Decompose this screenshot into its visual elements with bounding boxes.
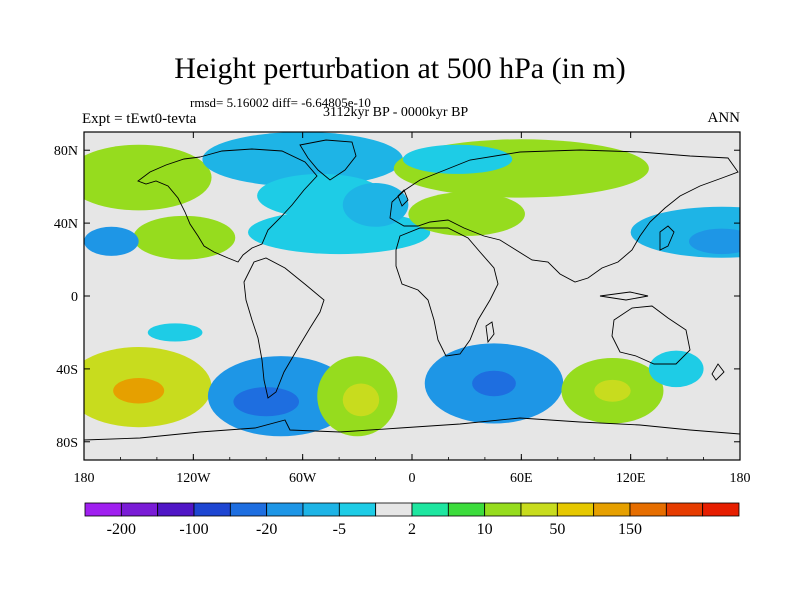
colorbar-label: 10 xyxy=(477,521,493,538)
lat-label: 40N xyxy=(54,217,78,232)
anomaly-region-6 xyxy=(342,383,380,417)
colorbar-box-17 xyxy=(665,502,704,517)
colorbar-box-7 xyxy=(302,502,340,517)
period-label: 3112kyr BP - 0000kyr BP xyxy=(323,105,469,120)
anomaly-region-4 xyxy=(233,387,300,417)
lat-label: 80N xyxy=(54,144,78,159)
anomaly-region-8 xyxy=(472,370,516,397)
coastline-japan xyxy=(659,225,675,251)
colorbar-label: 50 xyxy=(549,521,565,538)
colorbar-box-13 xyxy=(520,502,558,517)
lon-label: 180 xyxy=(74,471,95,486)
coastline-south-america xyxy=(243,257,325,399)
coastline-madagascar xyxy=(485,321,495,344)
colorbar-label: -100 xyxy=(179,521,208,538)
colorbar-box-4 xyxy=(193,502,231,517)
colorbar-box-8 xyxy=(338,502,377,517)
colorbar-box-12 xyxy=(484,502,522,517)
colorbar-box-1 xyxy=(84,502,122,517)
coastline-british-isles xyxy=(397,189,409,207)
lon-label: 120E xyxy=(616,471,646,486)
stats-line: rmsd= 5.16002 diff= -6.64805e-10 xyxy=(190,95,371,110)
lon-label: 120W xyxy=(176,471,211,486)
anomaly-region-24 xyxy=(147,323,203,342)
plot-title: Height perturbation at 500 hPa (in m) xyxy=(174,52,626,85)
coastline-greenland xyxy=(299,139,357,181)
colorbar-label: 150 xyxy=(618,521,642,538)
colorbar-label: -200 xyxy=(107,521,136,538)
colorbar-box-6 xyxy=(266,502,304,517)
coastline-north-america xyxy=(137,148,318,263)
coastline-antarctica xyxy=(84,417,740,441)
lon-label: 0 xyxy=(409,471,416,486)
colorbar-box-5 xyxy=(229,502,268,517)
lon-label: 60E xyxy=(510,471,533,486)
colorbar-box-3 xyxy=(157,502,195,517)
coastline-australia xyxy=(611,305,691,365)
anomaly-region-18 xyxy=(408,192,525,236)
anomaly-region-20 xyxy=(402,144,513,174)
lat-label: 40S xyxy=(56,363,78,378)
colorbar-box-2 xyxy=(120,502,159,517)
experiment-label: Expt = tEwt0-tevta xyxy=(82,111,197,127)
coastline-africa xyxy=(395,227,499,357)
colorbar-box-9 xyxy=(375,502,413,517)
anomaly-region-23 xyxy=(84,226,139,256)
coastline-eurasia xyxy=(389,149,739,283)
colorbar-box-15 xyxy=(593,502,631,517)
colorbar-box-14 xyxy=(556,502,595,517)
colorbar-box-18 xyxy=(702,502,740,517)
anomaly-region-17 xyxy=(342,183,409,227)
lat-label: 0 xyxy=(71,290,78,305)
anomaly-region-11 xyxy=(648,350,704,388)
coastline-new-zealand xyxy=(711,363,725,381)
coastline-indonesia xyxy=(599,291,649,301)
colorbar-label: -5 xyxy=(333,521,346,538)
colorbar-box-11 xyxy=(447,502,486,517)
anomaly-region-22 xyxy=(688,228,740,255)
anomaly-region-2 xyxy=(113,378,165,404)
anomaly-region-13 xyxy=(133,215,236,260)
lon-label: 180 xyxy=(730,471,751,486)
colorbar-box-10 xyxy=(411,502,449,517)
anomaly-region-12 xyxy=(84,144,212,211)
season-label: ANN xyxy=(707,110,741,126)
colorbar-label: 2 xyxy=(408,521,416,538)
anomaly-region-10 xyxy=(594,379,631,402)
colorbar-label: -20 xyxy=(256,521,277,538)
lon-label: 60W xyxy=(289,471,317,486)
lat-label: 80S xyxy=(56,436,78,451)
colorbar-box-16 xyxy=(629,502,667,517)
